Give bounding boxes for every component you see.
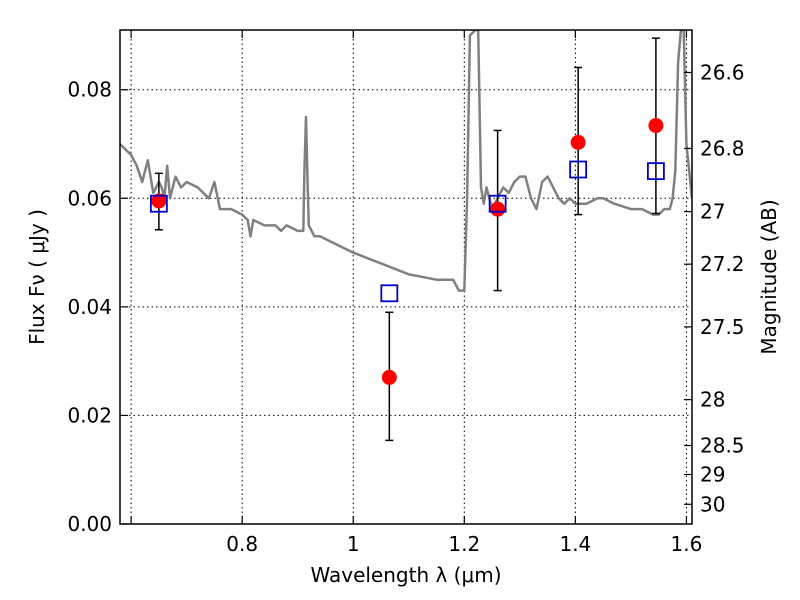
y2-tick-label: 29 [700, 462, 725, 486]
x-axis-title: Wavelength λ (μm) [310, 563, 501, 587]
y-axis-title: Flux Fν ( μJy ) [25, 209, 49, 345]
model-spectrum-line [120, 30, 692, 292]
model-point [488, 194, 507, 213]
y2-tick-label: 26.6 [700, 60, 745, 84]
y-tick-label: 0.08 [67, 78, 112, 102]
x-tick-label: 0.8 [226, 532, 258, 556]
x-tick-label: 1.4 [559, 532, 591, 556]
y2-tick-label: 27 [700, 200, 725, 224]
model-point [380, 284, 399, 303]
model-point [647, 162, 665, 181]
observed-point [570, 134, 586, 150]
y2-tick-label: 28 [700, 388, 725, 412]
y2-tick-label: 28.5 [700, 434, 745, 458]
plot-area [120, 30, 692, 442]
y-tick-label: 0.00 [67, 512, 112, 536]
y-tick-label: 0.04 [67, 295, 112, 319]
y2-tick-label: 30 [700, 492, 725, 516]
y-tick-label: 0.02 [67, 403, 112, 427]
observed-point [381, 369, 397, 385]
plot-frame [119, 29, 693, 525]
observed-point [490, 201, 506, 217]
y2-tick-label: 26.8 [700, 136, 745, 160]
y2-tick-label: 27.5 [700, 315, 745, 339]
y2-axis-title: Magnitude (AB) [757, 199, 781, 354]
axes: 0.8 1 1.2 1.4 1.6 0.00 0.02 0.04 0.06 0.08 26.6 26.… [25, 30, 781, 587]
observed-point [648, 118, 664, 134]
x-tick-label: 1.2 [448, 532, 480, 556]
model-point [569, 160, 588, 179]
observed-point [151, 193, 167, 209]
grid [120, 30, 692, 524]
x-tick-label: 1 [347, 532, 360, 556]
model-point [149, 194, 168, 213]
y-tick-label: 0.06 [67, 186, 112, 210]
x-tick-label: 1.6 [671, 532, 703, 556]
y2-tick-label: 27.2 [700, 252, 745, 276]
